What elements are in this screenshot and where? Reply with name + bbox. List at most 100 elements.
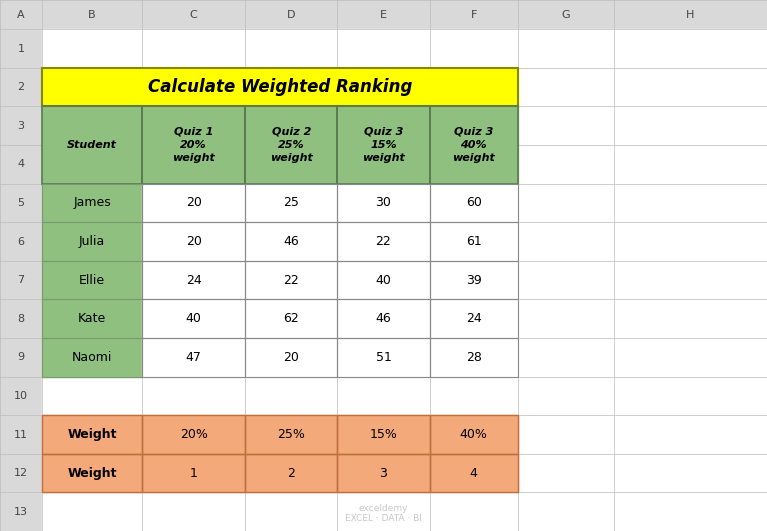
Text: 25: 25: [284, 196, 299, 209]
Text: Naomi: Naomi: [72, 351, 112, 364]
Text: 47: 47: [186, 351, 202, 364]
Text: 40: 40: [186, 312, 202, 325]
Bar: [42, 184, 142, 222]
Bar: [337, 261, 430, 299]
Text: 24: 24: [186, 273, 202, 287]
Text: Quiz 3
15%
weight: Quiz 3 15% weight: [362, 127, 405, 163]
Text: 5: 5: [18, 198, 25, 208]
Bar: [430, 261, 518, 299]
Text: 12: 12: [14, 468, 28, 478]
Text: C: C: [189, 10, 198, 20]
Bar: [245, 415, 337, 454]
Bar: [42, 299, 142, 338]
Text: 51: 51: [376, 351, 391, 364]
Bar: [337, 184, 430, 222]
Bar: [142, 184, 245, 222]
Text: 4: 4: [469, 467, 478, 479]
Text: 9: 9: [18, 352, 25, 362]
Bar: [430, 184, 518, 222]
Bar: [42, 299, 142, 338]
Bar: [142, 415, 245, 454]
Bar: [42, 338, 142, 376]
Bar: [337, 222, 430, 261]
Text: 25%: 25%: [278, 428, 305, 441]
Text: Quiz 2
25%
weight: Quiz 2 25% weight: [270, 127, 313, 163]
Bar: [0, 0, 767, 29]
Bar: [245, 222, 337, 261]
Bar: [245, 184, 337, 222]
Bar: [142, 222, 245, 261]
Bar: [245, 454, 337, 492]
Bar: [245, 454, 337, 492]
Bar: [245, 222, 337, 261]
Text: Weight: Weight: [67, 428, 117, 441]
Bar: [430, 415, 518, 454]
Bar: [337, 415, 430, 454]
Text: 28: 28: [466, 351, 482, 364]
Bar: [430, 454, 518, 492]
Bar: [142, 222, 245, 261]
Text: D: D: [287, 10, 296, 20]
Bar: [142, 338, 245, 376]
Bar: [42, 338, 142, 376]
Text: James: James: [73, 196, 111, 209]
Bar: [245, 261, 337, 299]
Bar: [142, 415, 245, 454]
Bar: [142, 454, 245, 492]
Bar: [245, 299, 337, 338]
Bar: [142, 184, 245, 222]
Bar: [42, 106, 142, 184]
Bar: [142, 106, 245, 184]
Text: Student: Student: [67, 140, 117, 150]
Text: 3: 3: [380, 467, 387, 479]
Text: E: E: [380, 10, 387, 20]
Bar: [142, 299, 245, 338]
Text: 1: 1: [189, 467, 198, 479]
Text: 62: 62: [284, 312, 299, 325]
Bar: [430, 222, 518, 261]
Bar: [430, 415, 518, 454]
Text: 24: 24: [466, 312, 482, 325]
Text: 22: 22: [284, 273, 299, 287]
Text: 20: 20: [186, 196, 202, 209]
Text: 11: 11: [14, 430, 28, 440]
Text: 61: 61: [466, 235, 482, 248]
Bar: [245, 106, 337, 184]
Bar: [142, 261, 245, 299]
Bar: [337, 454, 430, 492]
Text: Ellie: Ellie: [79, 273, 105, 287]
Bar: [42, 415, 142, 454]
Bar: [337, 299, 430, 338]
Bar: [430, 338, 518, 376]
Text: 30: 30: [376, 196, 391, 209]
Bar: [337, 415, 430, 454]
Bar: [430, 261, 518, 299]
Bar: [245, 184, 337, 222]
Text: 15%: 15%: [370, 428, 397, 441]
Bar: [337, 106, 430, 184]
Text: Julia: Julia: [79, 235, 105, 248]
Bar: [337, 454, 430, 492]
Bar: [337, 106, 430, 184]
Bar: [142, 299, 245, 338]
Bar: [430, 299, 518, 338]
Bar: [430, 338, 518, 376]
Text: 13: 13: [14, 507, 28, 517]
Text: 40: 40: [376, 273, 391, 287]
Text: 1: 1: [18, 44, 25, 54]
Bar: [42, 68, 518, 106]
Text: 40%: 40%: [459, 428, 488, 441]
Bar: [430, 222, 518, 261]
Text: 10: 10: [14, 391, 28, 401]
Bar: [245, 338, 337, 376]
Bar: [430, 106, 518, 184]
Bar: [337, 184, 430, 222]
Text: 39: 39: [466, 273, 482, 287]
Text: exceldemy
EXCEL · DATA · BI: exceldemy EXCEL · DATA · BI: [345, 503, 422, 523]
Text: Kate: Kate: [78, 312, 106, 325]
Bar: [42, 454, 142, 492]
Text: 60: 60: [466, 196, 482, 209]
Bar: [0, 29, 42, 531]
Bar: [42, 261, 142, 299]
Bar: [42, 261, 142, 299]
